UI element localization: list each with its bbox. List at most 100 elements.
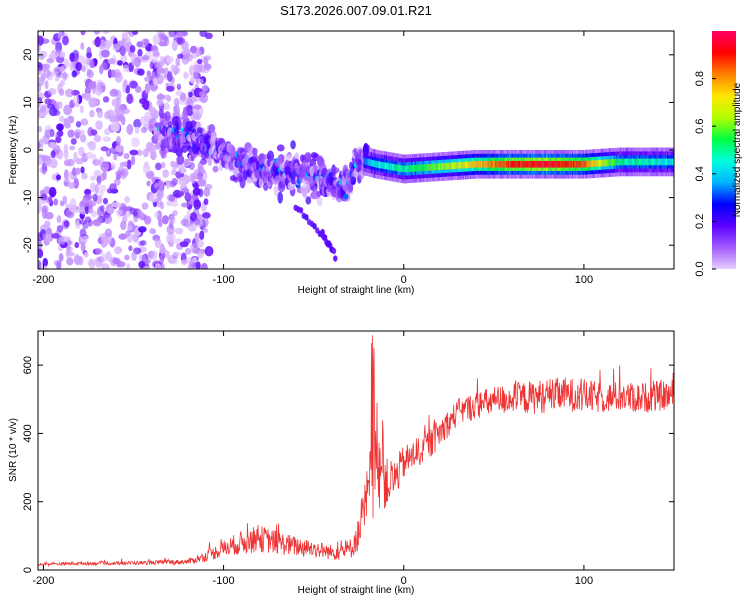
spectrogram-noise-blob: [134, 85, 142, 93]
spectrogram-noise-blob: [166, 71, 173, 82]
spectrogram-noise-blob: [72, 95, 80, 106]
spectrogram-noise-blob: [74, 167, 81, 175]
spectrogram-band-slice: [677, 151, 680, 172]
spectrogram-noise-blob: [93, 170, 102, 177]
spectrogram-ridge-blob: [345, 181, 354, 194]
spectrogram-noise-blob: [123, 152, 130, 160]
spectrogram-noise-blob: [144, 76, 152, 82]
spectrogram-noise-blob: [107, 58, 116, 65]
spectrogram-noise-blob: [115, 135, 122, 146]
spectrogram-noise-blob: [168, 232, 176, 244]
spectrogram-noise-blob: [193, 71, 199, 80]
spectrogram-noise-blob: [204, 55, 212, 61]
spectrogram-noise-blob: [89, 97, 98, 107]
top-y-tick-label: -20: [22, 237, 34, 253]
spectrogram-noise-blob: [184, 248, 192, 255]
spectrogram-noise-blob: [153, 182, 159, 189]
spectrogram-noise-blob: [159, 55, 164, 62]
spectrogram-noise-blob: [38, 260, 42, 269]
spectrogram-noise-blob: [161, 215, 169, 225]
bottom-x-tick-label: -100: [213, 575, 235, 587]
spectrogram-noise-blob: [114, 112, 120, 124]
spectrogram-ridge-blob: [263, 182, 269, 191]
spectrogram-ridge-blob: [299, 154, 305, 163]
spectrogram-noise-blob: [74, 241, 80, 249]
spectrogram-ridge-peak: [343, 193, 349, 200]
spectrogram-noise-blob: [126, 225, 133, 231]
spectrogram-noise-blob: [192, 187, 201, 196]
spectrogram-noise-blob: [38, 100, 41, 109]
spectrogram-noise-blob: [63, 149, 69, 161]
spectrogram-noise-blob: [175, 90, 184, 96]
spectrogram-spike: [362, 143, 369, 157]
spectrogram-noise-blob: [73, 53, 79, 62]
spectrogram-noise-blob: [156, 188, 164, 198]
spectrogram-noise-blob: [168, 194, 175, 203]
spectrogram-noise-blob: [120, 220, 127, 231]
spectrogram-noise-blob: [104, 228, 113, 238]
spectrogram-noise-blob: [188, 91, 193, 98]
spectrogram-noise-blob: [84, 188, 92, 196]
spectrogram-noise-blob: [42, 232, 51, 242]
top-y-tick-label: 20: [22, 49, 34, 61]
spectrogram-noise-blob: [64, 88, 74, 98]
spectrogram-noise-blob: [41, 38, 50, 44]
spectrogram-noise-blob: [172, 251, 182, 257]
spectrogram-noise-blob: [88, 80, 97, 90]
spectrogram-noise-blob: [63, 220, 70, 228]
spectrogram-noise-blob: [102, 197, 109, 205]
spectrogram-noise-blob: [193, 199, 202, 210]
top-x-axis-label: Height of straight line (km): [298, 285, 415, 296]
spectrogram-noise-blob: [112, 201, 122, 208]
spectrogram-noise-blob: [159, 201, 164, 210]
spectrogram-noise-blob: [133, 211, 139, 217]
spectrogram-noise-blob: [179, 179, 188, 187]
spectrogram-noise-blob: [80, 42, 85, 50]
spectrogram-noise-blob: [193, 64, 202, 73]
spectrogram-noise-blob: [38, 248, 44, 259]
snr-series-line: [38, 335, 674, 568]
spectrogram-noise-blob: [54, 76, 60, 82]
spectrogram-noise-blob: [129, 45, 136, 53]
spectrogram-noise-blob: [44, 80, 49, 90]
spectrogram-noise-blob: [145, 171, 154, 179]
spectrogram-ridge-blob: [196, 127, 203, 134]
spectrogram-noise-blob: [151, 50, 160, 59]
spectrogram-noise-blob: [149, 61, 154, 70]
top-y-ticks: -20 -10 0 10 20: [22, 49, 674, 253]
spectrogram-noise-blob: [130, 155, 136, 166]
spectrogram-noise-blob: [196, 58, 203, 65]
spectrogram-noise-blob: [110, 121, 120, 132]
spectrogram-noise-blob: [115, 209, 123, 216]
spectrogram-noise-blob: [75, 121, 82, 128]
spectrogram-noise-blob: [105, 251, 112, 262]
spectrogram-noise-blob: [79, 134, 87, 143]
spectrogram-noise-blob: [134, 126, 140, 134]
spectrogram-noise-blob: [90, 129, 98, 136]
spectrogram-noise-blob: [40, 73, 46, 82]
spectrogram-noise-blob: [39, 104, 46, 114]
spectrogram-ridge-blob: [342, 164, 349, 174]
spectrogram-branch-blob: [298, 207, 304, 214]
spectrogram-noise-blob: [38, 43, 41, 53]
spectrogram-noise-blob: [160, 161, 166, 169]
spectrogram-noise-blob: [166, 56, 174, 64]
spectrogram-noise-blob: [192, 111, 202, 121]
spectrogram-noise-blob: [102, 136, 112, 142]
spectrogram-noise-blob: [119, 161, 129, 167]
spectrogram-noise-blob: [104, 128, 111, 136]
bottom-y-tick-label: 400: [22, 424, 34, 442]
spectrogram-noise-blob: [195, 261, 201, 269]
spectrogram-noise-blob: [179, 241, 189, 248]
spectrogram-noise-blob: [90, 210, 98, 218]
spectrogram-noise-blob: [163, 94, 171, 100]
spectrogram-noise-blob: [192, 257, 197, 263]
spectrogram-noise-blob: [105, 109, 115, 119]
spectrogram-noise-blob: [184, 158, 189, 166]
spectrogram-noise-blob: [166, 224, 175, 235]
spectrogram-noise-blob: [93, 134, 102, 143]
spectrogram-noise-blob: [112, 43, 121, 51]
spectrogram-noise-blob: [190, 173, 196, 184]
spectrogram-noise-blob: [187, 223, 197, 232]
top-y-tick-label: 10: [22, 96, 34, 108]
